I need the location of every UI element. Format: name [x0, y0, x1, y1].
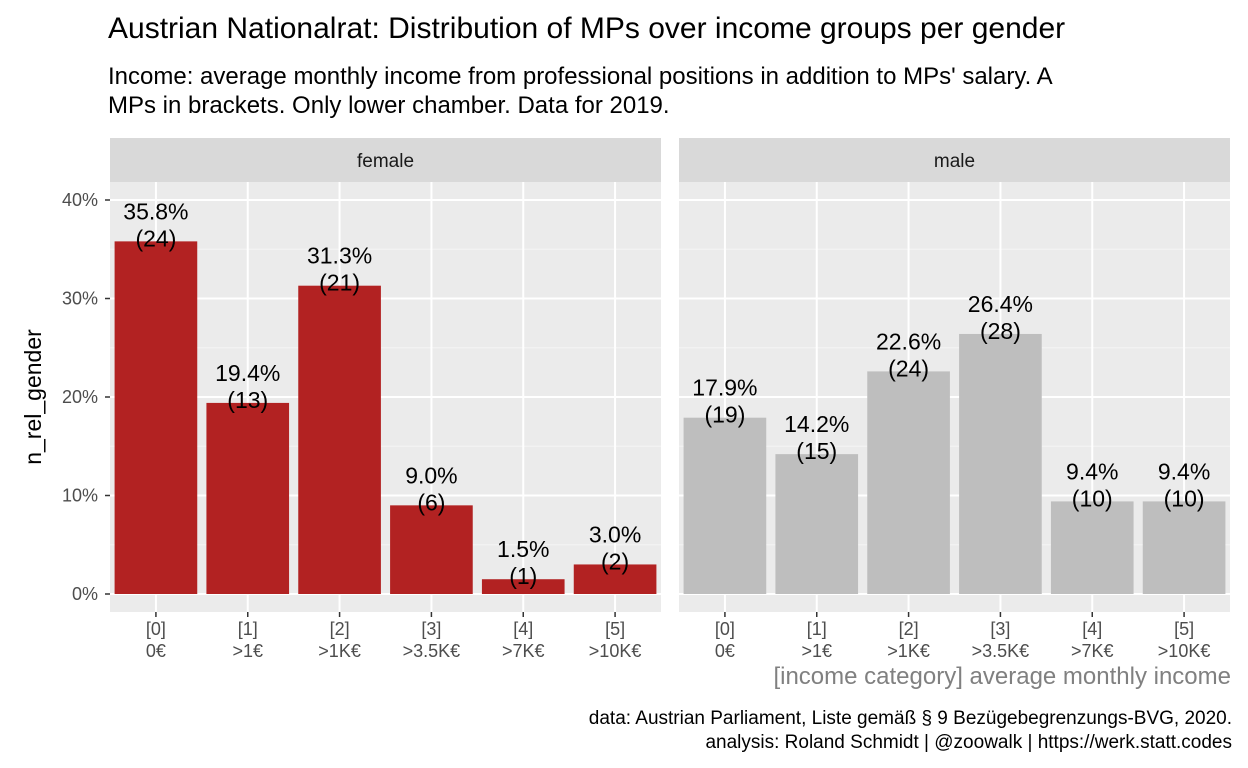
x-tick-label: [0] 0€: [146, 619, 166, 661]
bar: [298, 285, 381, 594]
x-axis-title: [income category] average monthly income: [773, 663, 1231, 690]
facet-strip: [679, 138, 1230, 182]
y-tick-label: 30%: [62, 289, 98, 309]
data-label: 26.4% (28): [968, 291, 1033, 344]
bar: [1050, 501, 1134, 594]
x-tick-label: [2] >1K€: [887, 619, 930, 661]
x-tick-label: [5] >10K€: [589, 619, 642, 661]
data-label: 19.4% (13): [215, 360, 280, 413]
chart-subtitle: Income: average monthly income from prof…: [108, 63, 1053, 119]
y-tick-label: 40%: [62, 190, 98, 210]
data-label: 14.2% (15): [784, 411, 849, 464]
facet-label: male: [934, 151, 975, 172]
data-label: 3.0% (2): [589, 521, 641, 574]
x-tick-label: [3] >3.5K€: [972, 619, 1030, 661]
y-tick-label: 20%: [62, 387, 98, 407]
x-tick-label: [5] >10K€: [1158, 619, 1211, 661]
bar: [1142, 501, 1226, 594]
data-label: 17.9% (19): [692, 375, 757, 428]
facet-strip: [110, 138, 661, 182]
data-label: 9.4% (10): [1066, 458, 1118, 511]
bar: [683, 417, 767, 594]
data-label: 22.6% (24): [876, 328, 941, 381]
x-tick-label: [3] >3.5K€: [403, 619, 461, 661]
y-axis-title: n_rel_gender: [20, 329, 46, 465]
facet-label: female: [357, 151, 414, 172]
x-tick-label: [4] >7K€: [502, 619, 545, 661]
bar: [867, 371, 950, 594]
bar: [959, 333, 1042, 594]
x-tick-label: [1] >1€: [232, 619, 263, 661]
data-label: 35.8% (24): [123, 198, 188, 251]
y-tick-label: 10%: [62, 486, 98, 506]
bar: [775, 454, 859, 594]
bar: [206, 402, 290, 594]
y-tick-label: 0%: [72, 584, 98, 604]
data-label: 9.4% (10): [1158, 458, 1210, 511]
bar: [573, 564, 657, 594]
data-label: 1.5% (1): [497, 536, 549, 589]
chart-title: Austrian Nationalrat: Distribution of MP…: [108, 12, 1066, 45]
data-label: 31.3% (21): [307, 243, 372, 296]
x-tick-label: [1] >1€: [801, 619, 832, 661]
bar: [390, 505, 473, 594]
bar: [114, 241, 198, 594]
x-tick-label: [0] 0€: [715, 619, 735, 661]
data-label: 9.0% (6): [405, 462, 457, 515]
x-tick-label: [4] >7K€: [1071, 619, 1114, 661]
bar: [481, 579, 565, 594]
chart-caption: data: Austrian Parliament, Liste gemäß §…: [588, 708, 1232, 753]
x-tick-label: [2] >1K€: [318, 619, 361, 661]
